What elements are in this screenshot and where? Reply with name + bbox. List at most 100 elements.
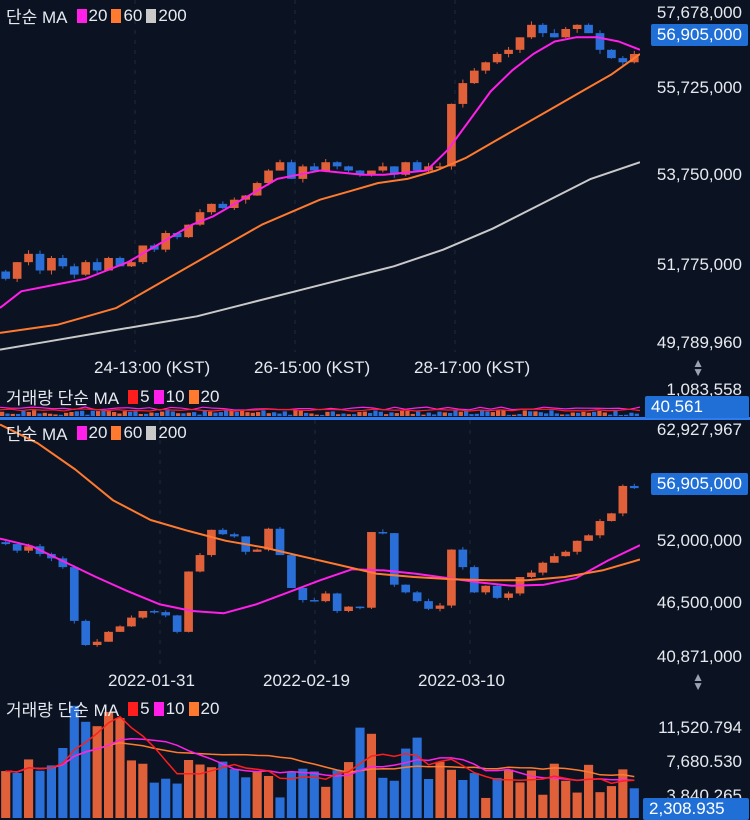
daily-price-chart[interactable] <box>0 420 640 666</box>
y-tick: 49,789,960 <box>656 333 742 352</box>
candle <box>618 485 628 514</box>
candle <box>115 257 125 267</box>
volume-bar <box>46 765 56 818</box>
volume-bar <box>1 771 11 818</box>
volume-bar <box>336 414 341 416</box>
volume-bar <box>634 413 639 416</box>
y-tick: 40,871,000 <box>656 647 742 666</box>
candle <box>161 612 171 616</box>
volume-bar <box>298 768 308 818</box>
volume-bar <box>69 705 79 818</box>
daily-volume-chart[interactable] <box>0 690 640 818</box>
ma-line-ma60 <box>0 423 640 582</box>
candle <box>24 253 33 263</box>
volume-bar <box>448 412 453 416</box>
volume-bar <box>298 410 303 416</box>
volume-bar <box>515 782 525 818</box>
candle <box>1 542 11 545</box>
volume-bar <box>261 410 266 416</box>
volume-bar <box>357 412 362 416</box>
volume-bar <box>115 718 125 818</box>
volume-bar <box>597 410 602 416</box>
candle <box>492 53 502 63</box>
y-tick: 53,750,000 <box>656 165 742 184</box>
volume-bar <box>176 413 181 416</box>
volume-bar <box>206 767 216 818</box>
volume-bar <box>549 410 554 416</box>
volume-bar <box>453 410 458 416</box>
volume-bar <box>21 410 26 416</box>
candle <box>584 535 593 541</box>
volume-bar <box>117 413 122 416</box>
volume-bar <box>81 721 91 818</box>
ma-period: 60 <box>123 5 143 25</box>
candle <box>344 606 353 612</box>
candle <box>561 28 571 38</box>
ma-legend-label: 단순 MA <box>6 425 68 444</box>
volume-y-tick: 7,680.530 <box>666 752 742 771</box>
volume-bar <box>0 411 5 416</box>
intraday-volume-chart[interactable] <box>0 386 640 416</box>
volume-bar <box>32 410 37 416</box>
volume-bar <box>10 413 15 416</box>
volume-bar <box>26 411 31 416</box>
volume-bar <box>346 414 351 416</box>
current-price-tag: 56,905,000 <box>650 473 748 495</box>
volume-bar <box>321 786 331 818</box>
volume-bar <box>37 413 42 416</box>
candle <box>218 529 228 535</box>
volume-bar <box>586 412 591 416</box>
candle <box>549 556 559 563</box>
volume-bar <box>570 412 575 416</box>
volume-bar <box>282 411 287 416</box>
volume-bar <box>624 414 629 416</box>
volume-bar <box>432 414 437 416</box>
candle <box>561 551 571 557</box>
volume-bar <box>186 412 191 416</box>
candle <box>287 162 296 179</box>
scale-toggle-icon[interactable]: ▲ ▼ <box>692 356 704 379</box>
volume-bar <box>101 410 106 416</box>
candle <box>515 37 525 50</box>
volume-ma-swatch <box>153 390 164 405</box>
volume-bar <box>133 411 138 416</box>
candle <box>481 62 491 71</box>
candle <box>172 233 182 238</box>
daily-chart-pane[interactable]: 단순 MA 20 60 200 62,927,967 56,905,000 52,0… <box>0 420 750 820</box>
volume-bar <box>85 414 90 416</box>
intraday-price-chart[interactable] <box>0 0 640 352</box>
volume-bar <box>74 411 79 416</box>
candle <box>607 513 616 522</box>
intraday-volume-legend: 거래량 단순 MA 5 10 20 <box>6 384 219 409</box>
volume-ma-period: 20 <box>200 386 220 406</box>
volume-ma-period: 10 <box>165 698 185 718</box>
volume-bar <box>272 412 277 416</box>
volume-ma-swatch <box>153 702 164 717</box>
volume-bar <box>24 759 34 818</box>
volume-bar <box>410 413 415 416</box>
candle <box>127 617 136 627</box>
candle <box>172 615 182 632</box>
volume-bar <box>234 411 239 416</box>
candle <box>298 166 308 179</box>
scale-toggle-icon[interactable]: ▲ ▼ <box>692 670 704 693</box>
volume-bar <box>90 410 95 416</box>
volume-bar <box>309 413 314 416</box>
volume-bar <box>373 410 378 416</box>
volume-bar <box>517 414 522 416</box>
volume-ma-line <box>0 408 640 412</box>
candle <box>595 33 605 50</box>
x-tick: 2022-02-19 <box>263 671 350 690</box>
candle <box>527 24 536 38</box>
volume-value-tag: 40.561 <box>645 396 749 418</box>
candle <box>264 170 273 184</box>
daily-ma-legend: 단순 MA 20 60 200 <box>6 420 187 445</box>
volume-ma-period: 10 <box>165 386 185 406</box>
volume-bar <box>195 764 205 818</box>
intraday-chart-pane[interactable]: 단순 MA 20 60 200 57,678,000 56,905,000 55,7… <box>0 0 750 418</box>
candle <box>527 572 536 578</box>
volume-bar <box>384 414 389 416</box>
volume-bar <box>69 412 74 416</box>
volume-bar <box>538 794 548 818</box>
volume-bar <box>362 411 367 416</box>
